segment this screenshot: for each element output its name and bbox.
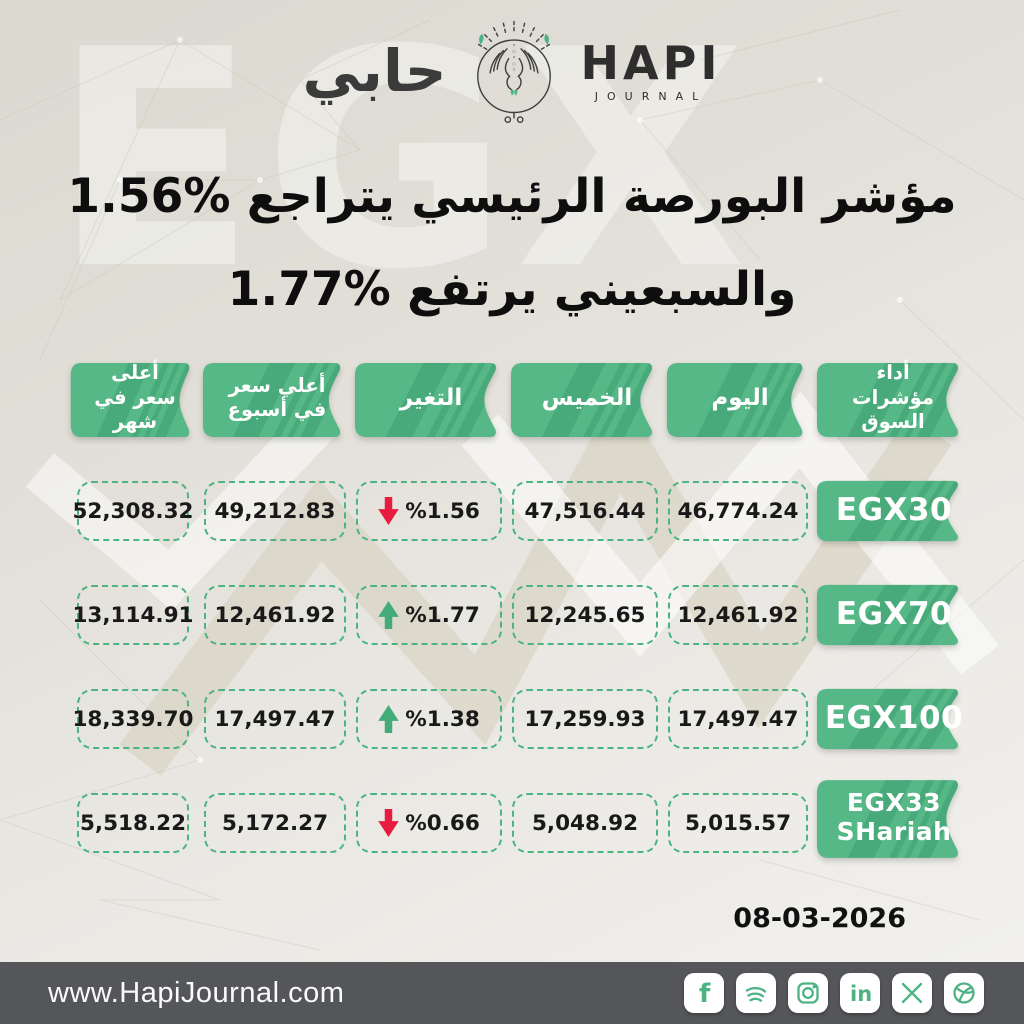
egx33-week-high-value: 5,172.27 <box>204 793 346 853</box>
egx30-thursday-value: 47,516.44 <box>512 481 658 541</box>
egx33-month-high-value: 5,518.22 <box>77 793 189 853</box>
egx30-today-value: 46,774.24 <box>668 481 808 541</box>
instagram-icon[interactable] <box>788 973 828 1013</box>
svg-text:⌑: ⌑ <box>513 42 516 47</box>
header-change: التغير <box>354 362 504 438</box>
header-market-indices: أداء مؤشرات السوق <box>816 361 966 438</box>
down-arrow-icon <box>378 809 399 837</box>
logo-arabic-text: حابي <box>302 37 447 105</box>
egx30-change-value: %1.56 <box>356 481 502 541</box>
egx30-week-high-value: 49,212.83 <box>204 481 346 541</box>
svg-text:○: ○ <box>512 48 516 53</box>
header-month-high: أعلى سعر في شهر <box>70 361 196 438</box>
index-badge-egx100: EGX100 <box>816 688 966 750</box>
report-date: 08-03-2026 <box>733 903 906 934</box>
spotify-icon[interactable] <box>736 973 776 1013</box>
dribbble-icon[interactable] <box>944 973 984 1013</box>
header-thursday: الخميس <box>510 362 660 438</box>
header-today: اليوم <box>666 362 810 438</box>
egx70-change-value: %1.77 <box>356 585 502 645</box>
egx70-thursday-value: 12,245.65 <box>512 585 658 645</box>
egx100-week-high-value: 17,497.47 <box>204 689 346 749</box>
up-arrow-icon <box>378 601 399 629</box>
egx33-today-value: 5,015.57 <box>668 793 808 853</box>
footer-bar: www.HapiJournal.com f in <box>0 962 1024 1024</box>
svg-text:in: in <box>850 982 872 1006</box>
facebook-icon[interactable]: f <box>684 973 724 1013</box>
headline: مؤشر البورصة الرئيسي يتراجع %1.56 والسبع… <box>0 150 1024 336</box>
index-badge-egx70: EGX70 <box>816 584 966 646</box>
egx70-month-high-value: 13,114.91 <box>72 585 194 645</box>
headline-line1: مؤشر البورصة الرئيسي يتراجع %1.56 <box>67 169 957 224</box>
egx100-month-high-value: 18,339.70 <box>72 689 194 749</box>
index-badge-egx30: EGX30 <box>816 480 966 542</box>
down-arrow-icon <box>378 497 399 525</box>
website-url: www.HapiJournal.com <box>48 976 345 1009</box>
svg-text:○: ○ <box>512 61 516 66</box>
logo-latin: HAPI JOURNAL <box>581 40 722 103</box>
egx100-today-value: 17,497.47 <box>668 689 808 749</box>
logo-hapi-text: HAPI <box>580 35 722 90</box>
linkedin-icon[interactable]: in <box>840 973 880 1013</box>
egx30-month-high-value: 52,308.32 <box>72 481 194 541</box>
logo-journal-text: JOURNAL <box>594 89 708 103</box>
header-week-high: أعلي سعر في أسبوع <box>202 362 348 438</box>
svg-text:f: f <box>699 979 711 1009</box>
hapi-emblem-logo: ⌑○⌑○⌑ <box>476 20 551 123</box>
egx33-thursday-value: 5,048.92 <box>512 793 658 853</box>
svg-text:⌑: ⌑ <box>513 67 516 72</box>
market-indices-table: أداء مؤشرات السوق اليوم الخميس التغير أع… <box>56 361 966 858</box>
social-icons: f in <box>684 973 984 1013</box>
headline-line2: والسبعيني يرتفع %1.77 <box>227 262 797 317</box>
egx100-thursday-value: 17,259.93 <box>512 689 658 749</box>
logo: حابي ⌑ ○ ⌑ ○ ⌑ HAPI JOURNAL <box>0 18 1024 124</box>
egx100-change-value: %1.38 <box>356 689 502 749</box>
svg-text:⌑: ⌑ <box>513 55 516 60</box>
egx33-change-value: %0.66 <box>356 793 502 853</box>
egx70-week-high-value: 12,461.92 <box>204 585 346 645</box>
up-arrow-icon <box>378 705 399 733</box>
index-badge-egx33-shariah: EGX33 SHariah <box>816 779 966 859</box>
background-watermark-egx: EGX <box>52 0 753 335</box>
x-icon[interactable] <box>892 973 932 1013</box>
egx70-today-value: 12,461.92 <box>668 585 808 645</box>
